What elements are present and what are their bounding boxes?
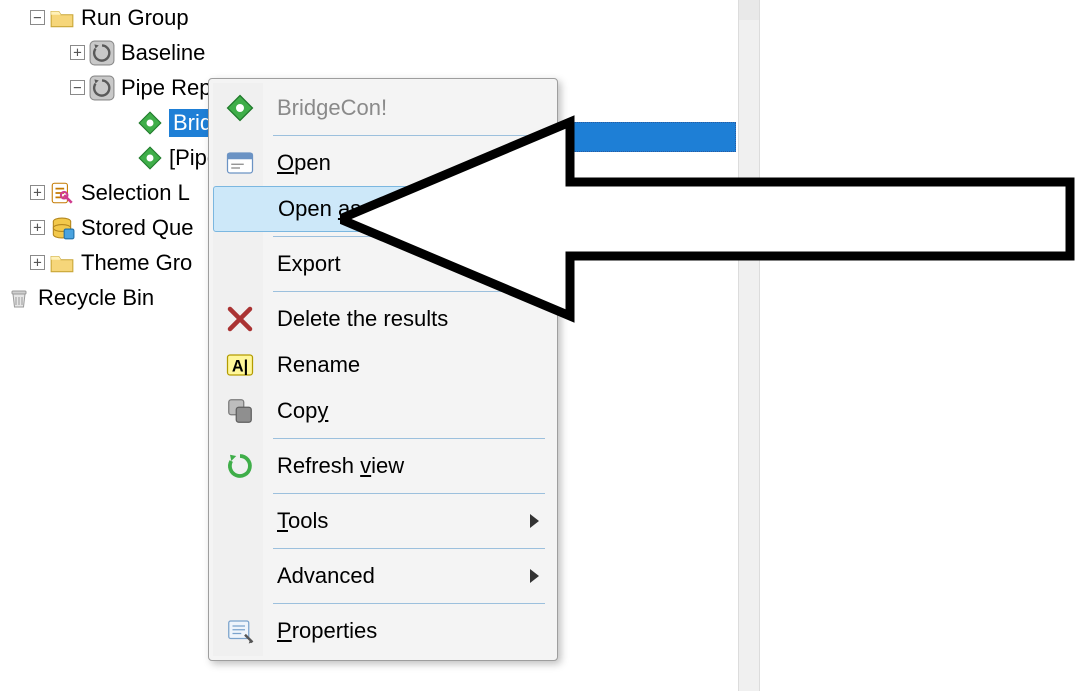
diamond-icon: [137, 145, 163, 171]
context-menu-item: BridgeCon!: [213, 85, 553, 131]
vertical-scrollbar[interactable]: [738, 0, 760, 691]
tree-connector: [118, 115, 133, 130]
context-menu-item[interactable]: Copy: [213, 388, 553, 434]
tree-item[interactable]: − Run Group: [0, 0, 740, 35]
context-menu-item-label: Copy: [277, 398, 328, 424]
blank-icon: [221, 502, 259, 540]
context-menu-item[interactable]: Advanced: [213, 553, 553, 599]
context-menu-item[interactable]: Delete the results: [213, 296, 553, 342]
context-menu-separator: [273, 135, 545, 136]
submenu-arrow-icon: [530, 569, 539, 583]
context-menu-separator: [273, 291, 545, 292]
tree-item-label: Stored Que: [81, 215, 194, 241]
tree-item-label: Selection L: [81, 180, 190, 206]
context-menu-item-label: Delete the results: [277, 306, 448, 332]
context-menu-item[interactable]: A| Rename: [213, 342, 553, 388]
context-menu-item-label: Export: [277, 251, 341, 277]
expand-icon[interactable]: +: [70, 45, 85, 60]
context-menu-item-label: Refresh view: [277, 453, 404, 479]
context-menu-item[interactable]: Refresh view: [213, 443, 553, 489]
context-menu-item-label: Rename: [277, 352, 360, 378]
context-menu-item[interactable]: Properties: [213, 608, 553, 654]
context-menu: BridgeCon! Open Open as... Export Delete the…: [208, 78, 558, 661]
diamond-icon: [137, 110, 163, 136]
x-icon: [221, 300, 259, 338]
tree-item-label: Theme Gro: [81, 250, 192, 276]
props-icon: [221, 612, 259, 650]
expand-icon[interactable]: +: [30, 220, 45, 235]
context-menu-item[interactable]: Open as...: [213, 186, 553, 232]
blank-icon: [221, 245, 259, 283]
svg-text:A|: A|: [232, 357, 248, 375]
context-menu-item-label: Properties: [277, 618, 377, 644]
tree-item[interactable]: + Baseline: [0, 35, 740, 70]
context-menu-separator: [273, 548, 545, 549]
context-menu-item-label: Open: [277, 150, 331, 176]
tree-item-label: Baseline: [121, 40, 205, 66]
context-menu-separator: [273, 438, 545, 439]
context-menu-item-label: BridgeCon!: [277, 95, 387, 121]
collapse-icon[interactable]: −: [30, 10, 45, 25]
folder-icon: [49, 250, 75, 276]
refresh-icon: [221, 447, 259, 485]
expand-icon[interactable]: +: [30, 255, 45, 270]
context-menu-item-label: Tools: [277, 508, 328, 534]
rename-icon: A|: [221, 346, 259, 384]
submenu-arrow-icon: [530, 514, 539, 528]
collapse-icon[interactable]: −: [70, 80, 85, 95]
blank-icon: [222, 190, 260, 228]
context-menu-item-label: Advanced: [277, 563, 375, 589]
context-menu-item-label: Open as...: [278, 196, 380, 222]
window-icon: [221, 144, 259, 182]
context-menu-separator: [273, 603, 545, 604]
tree-item-label: Recycle Bin: [38, 285, 154, 311]
tree-connector: [118, 150, 133, 165]
bin-icon: [6, 285, 32, 311]
expand-icon[interactable]: +: [30, 185, 45, 200]
blank-icon: [221, 557, 259, 595]
copy-icon: [221, 392, 259, 430]
context-menu-item[interactable]: Export: [213, 241, 553, 287]
diamond-icon: [221, 89, 259, 127]
context-menu-separator: [273, 493, 545, 494]
tree-item-label: Pipe Rep: [121, 75, 212, 101]
cycle-icon: [89, 40, 115, 66]
cycle-icon: [89, 75, 115, 101]
context-menu-item[interactable]: Tools: [213, 498, 553, 544]
context-menu-item[interactable]: Open: [213, 140, 553, 186]
db-icon: [49, 215, 75, 241]
tree-item-label: Run Group: [81, 5, 189, 31]
folder-icon: [49, 5, 75, 31]
context-menu-separator: [273, 236, 545, 237]
sel-list-icon: [49, 180, 75, 206]
